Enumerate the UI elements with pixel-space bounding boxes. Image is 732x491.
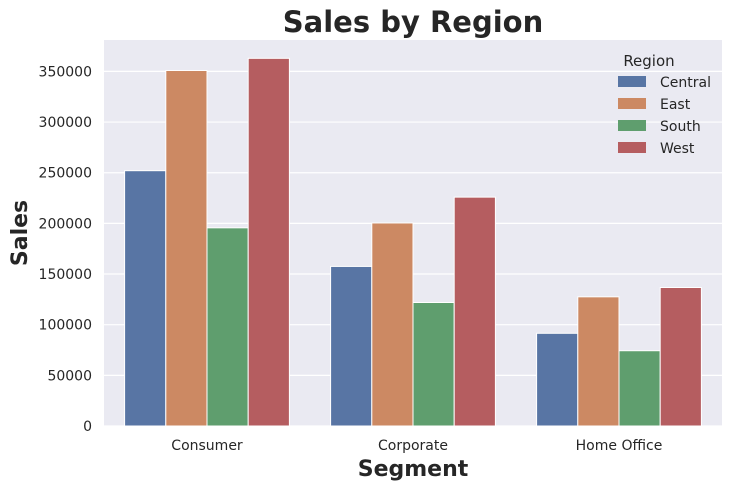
bars [124, 57, 702, 427]
legend-swatch [618, 98, 646, 109]
x-tick-label: Corporate [378, 438, 448, 454]
x-tick-label: Consumer [171, 438, 243, 454]
y-tick-label: 150000 [39, 267, 92, 283]
bar-central-corporate [330, 265, 373, 427]
legend-label: West [660, 141, 695, 157]
y-axis-title: Sales [8, 200, 33, 266]
chart-title: Sales by Region [283, 5, 543, 39]
y-axis-ticks: 0 50000 100000 150000 200000 250000 300000 3500… [39, 64, 92, 435]
y-tick-label: 250000 [39, 166, 92, 182]
y-tick-label: 50000 [47, 368, 92, 384]
legend: Region Central East South West [618, 52, 711, 157]
y-tick-label: 300000 [39, 115, 92, 131]
bar-south-home-office [618, 350, 661, 427]
legend-label: Central [660, 75, 711, 91]
bar-west-corporate [453, 196, 496, 427]
bar-east-home-office [577, 296, 620, 427]
legend-label: South [660, 119, 701, 135]
x-tick-label: Home Office [576, 438, 663, 454]
bar-east-corporate [371, 222, 414, 427]
x-axis-title: Segment [358, 457, 469, 482]
legend-label: East [660, 97, 691, 113]
y-tick-label: 0 [83, 419, 92, 435]
bar-east-consumer [165, 69, 208, 427]
bar-west-consumer [247, 57, 290, 427]
x-axis-ticks: Consumer Corporate Home Office [171, 438, 662, 454]
y-tick-label: 200000 [39, 216, 92, 232]
legend-title: Region [623, 52, 674, 70]
bar-south-consumer [206, 227, 249, 427]
y-tick-label: 350000 [39, 64, 92, 80]
bar-central-home-office [536, 332, 579, 427]
legend-swatch [618, 76, 646, 87]
bar-central-consumer [124, 170, 167, 427]
bar-west-home-office [659, 287, 702, 427]
legend-swatch [618, 120, 646, 131]
bar-south-corporate [412, 302, 455, 427]
legend-swatch [618, 142, 646, 153]
y-tick-label: 100000 [39, 318, 92, 334]
